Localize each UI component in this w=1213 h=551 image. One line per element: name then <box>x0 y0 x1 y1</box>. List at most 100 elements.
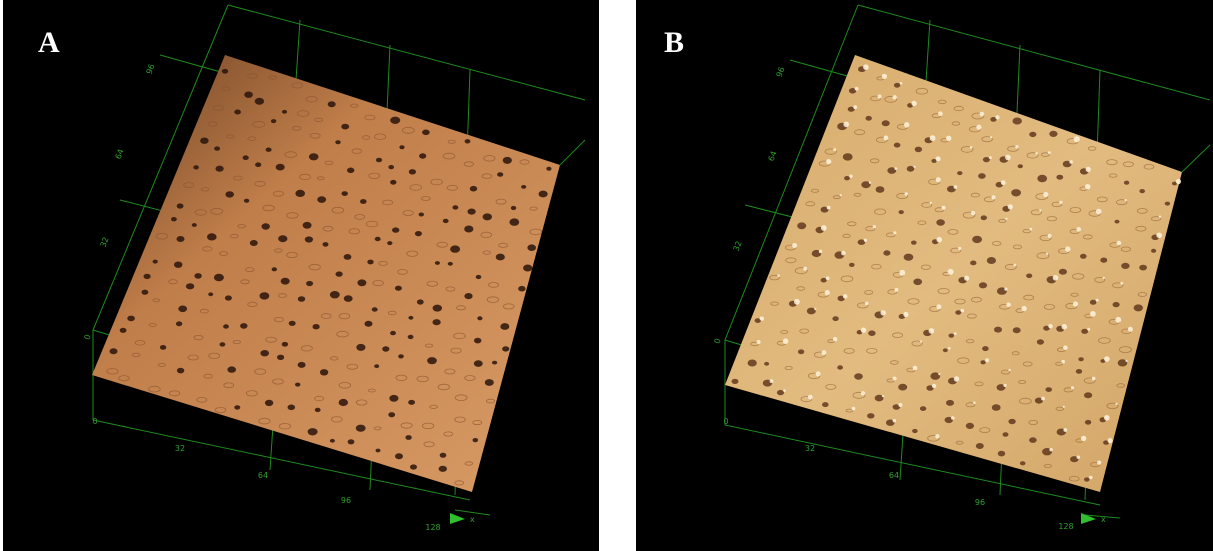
pit <box>282 342 288 347</box>
highlight <box>833 337 837 341</box>
pit <box>153 260 158 264</box>
pit <box>518 286 525 292</box>
highlight <box>865 302 869 306</box>
pit <box>408 400 415 405</box>
pit <box>225 295 232 300</box>
pit <box>214 146 220 150</box>
pit <box>483 213 492 220</box>
pit <box>1018 164 1023 168</box>
bottom-tick-label: 64 <box>889 471 899 480</box>
pit <box>433 305 442 312</box>
pit <box>309 153 319 160</box>
highlight <box>819 250 822 253</box>
highlight <box>1108 438 1113 443</box>
pit <box>980 360 985 364</box>
highlight <box>882 395 884 397</box>
pit <box>981 215 987 220</box>
highlight <box>777 274 780 277</box>
pit <box>1037 339 1044 344</box>
highlight <box>1015 145 1018 148</box>
highlight <box>1087 328 1090 331</box>
highlight <box>1039 209 1041 211</box>
highlight <box>946 136 951 141</box>
pit <box>234 405 240 409</box>
pit <box>500 323 509 330</box>
highlight <box>904 122 909 127</box>
pit <box>473 438 479 442</box>
highlight <box>873 225 876 228</box>
pit <box>1124 181 1129 185</box>
highlight <box>899 270 905 276</box>
pit <box>382 346 389 351</box>
pit <box>176 321 182 326</box>
pit <box>271 119 276 123</box>
highlight <box>1092 377 1096 381</box>
pit <box>497 172 503 177</box>
highlight <box>938 111 943 116</box>
highlight <box>882 74 887 79</box>
pit <box>244 92 253 98</box>
highlight <box>1085 184 1090 189</box>
highlight <box>833 148 836 151</box>
pit <box>186 283 194 289</box>
pit <box>732 379 739 384</box>
highlight <box>1053 275 1059 281</box>
pit <box>392 227 399 232</box>
highlight <box>1081 436 1086 441</box>
pit <box>347 168 354 174</box>
pit <box>388 412 395 417</box>
pit <box>339 399 348 406</box>
pit <box>1100 258 1107 263</box>
pit <box>289 321 296 326</box>
axis-label: x <box>1101 515 1106 524</box>
pit <box>882 120 890 126</box>
highlight <box>1090 311 1096 317</box>
pit <box>496 254 505 261</box>
highlight <box>1104 415 1110 421</box>
pit <box>983 157 990 162</box>
pit <box>356 425 366 432</box>
pit <box>957 171 962 175</box>
pit <box>272 267 277 271</box>
pit <box>409 169 416 174</box>
highlight <box>1003 384 1006 387</box>
pit <box>539 191 548 198</box>
pit <box>110 348 118 354</box>
highlight <box>1048 151 1051 154</box>
highlight <box>827 206 831 210</box>
pit <box>315 408 321 412</box>
pit <box>1026 274 1032 279</box>
pit <box>419 153 426 158</box>
pit <box>288 405 296 411</box>
pit <box>453 205 459 209</box>
pit <box>389 395 398 402</box>
pit <box>797 222 806 229</box>
pit <box>898 384 907 391</box>
pit <box>408 316 413 320</box>
pit <box>320 369 328 375</box>
pit <box>764 362 769 366</box>
pit <box>465 139 471 143</box>
highlight <box>1103 277 1105 279</box>
pit <box>837 365 843 369</box>
pit <box>485 379 494 386</box>
pit <box>194 273 201 279</box>
pit <box>936 219 945 225</box>
pit <box>390 331 396 335</box>
pit <box>899 210 904 214</box>
pit <box>303 222 312 229</box>
pit <box>1013 118 1022 125</box>
pit <box>1090 300 1097 305</box>
pit <box>907 166 915 172</box>
highlight <box>770 379 774 383</box>
highlight <box>961 309 965 313</box>
pit <box>250 240 258 246</box>
highlight <box>760 316 764 320</box>
pit <box>503 157 512 164</box>
pit <box>748 360 757 367</box>
pit <box>949 334 955 338</box>
pit <box>208 292 213 296</box>
pit <box>854 373 863 379</box>
pit <box>464 226 473 233</box>
highlight <box>1006 303 1011 308</box>
